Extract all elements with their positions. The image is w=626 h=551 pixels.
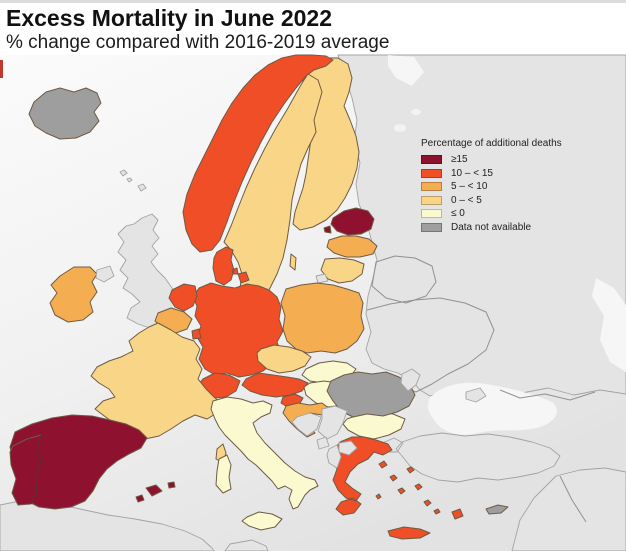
legend-item: 5 – < 10 bbox=[421, 180, 621, 194]
portugal-spain-border bbox=[30, 434, 42, 505]
country-estonia bbox=[323, 207, 375, 236]
border-belarus bbox=[371, 255, 437, 304]
region-middle-east bbox=[511, 467, 626, 551]
legend-label: 10 – < 15 bbox=[451, 167, 493, 179]
region-northern-ireland bbox=[95, 265, 115, 283]
country-norway bbox=[182, 54, 334, 253]
legend-swatch bbox=[421, 155, 442, 165]
legend-swatch bbox=[421, 195, 442, 205]
country-ireland bbox=[49, 266, 98, 323]
lake-onega bbox=[411, 109, 421, 115]
legend-item: 0 – < 5 bbox=[421, 194, 621, 208]
country-denmark bbox=[212, 246, 250, 286]
region-crimea bbox=[465, 387, 487, 403]
caspian-sea bbox=[592, 278, 626, 372]
legend: Percentage of additional deaths ≥15 10 – … bbox=[421, 138, 621, 234]
legend-label: ≤ 0 bbox=[451, 208, 465, 220]
legend-item: ≥15 bbox=[421, 153, 621, 167]
lake-ladoga bbox=[394, 124, 406, 132]
header: Excess Mortality in June 2022 % change c… bbox=[6, 5, 389, 54]
border-syria bbox=[559, 475, 587, 523]
country-spain bbox=[9, 414, 176, 510]
country-iceland bbox=[28, 87, 102, 140]
legend-item: Data not available bbox=[421, 221, 621, 235]
region-turkey bbox=[379, 432, 561, 483]
red-edge-sliver bbox=[0, 60, 3, 78]
legend-swatch bbox=[421, 168, 442, 178]
legend-label: Data not available bbox=[451, 221, 532, 233]
legend-swatch bbox=[421, 182, 442, 192]
country-luxembourg bbox=[191, 328, 202, 340]
country-latvia bbox=[326, 235, 378, 258]
border-caucasus bbox=[499, 389, 596, 401]
page-subtitle: % change compared with 2016-2019 average bbox=[6, 32, 390, 53]
top-strip bbox=[0, 0, 626, 3]
country-poland bbox=[280, 282, 365, 354]
white-sea bbox=[388, 55, 424, 86]
region-montenegro bbox=[316, 436, 330, 450]
legend-item: 10 – < 15 bbox=[421, 167, 621, 181]
country-cyprus bbox=[485, 504, 509, 515]
legend-label: 0 – < 5 bbox=[451, 194, 482, 206]
country-austria bbox=[241, 372, 309, 398]
legend-swatch bbox=[421, 209, 442, 219]
region-moldova bbox=[400, 368, 421, 392]
country-czechia bbox=[256, 344, 312, 374]
legend-items: ≥15 10 – < 15 5 – < 10 0 – < 5 ≤ 0 Data not a… bbox=[421, 153, 621, 234]
legend-title: Percentage of additional deaths bbox=[421, 138, 562, 149]
region-bosnia bbox=[291, 412, 322, 437]
country-italy bbox=[210, 396, 319, 531]
region-russia-east-europe bbox=[337, 54, 626, 397]
legend-label: ≥15 bbox=[451, 154, 468, 166]
country-netherlands bbox=[168, 283, 198, 312]
region-albania bbox=[326, 444, 342, 469]
legend-label: 5 – < 10 bbox=[451, 181, 488, 193]
border-ukraine bbox=[366, 297, 495, 393]
legend-item: ≤ 0 bbox=[421, 207, 621, 221]
region-serbia bbox=[317, 405, 348, 440]
region-kaliningrad bbox=[315, 273, 329, 284]
page-title: Excess Mortality in June 2022 bbox=[6, 5, 332, 31]
black-sea bbox=[427, 382, 557, 435]
legend-swatch bbox=[421, 222, 442, 232]
region-north-macedonia bbox=[338, 440, 358, 456]
